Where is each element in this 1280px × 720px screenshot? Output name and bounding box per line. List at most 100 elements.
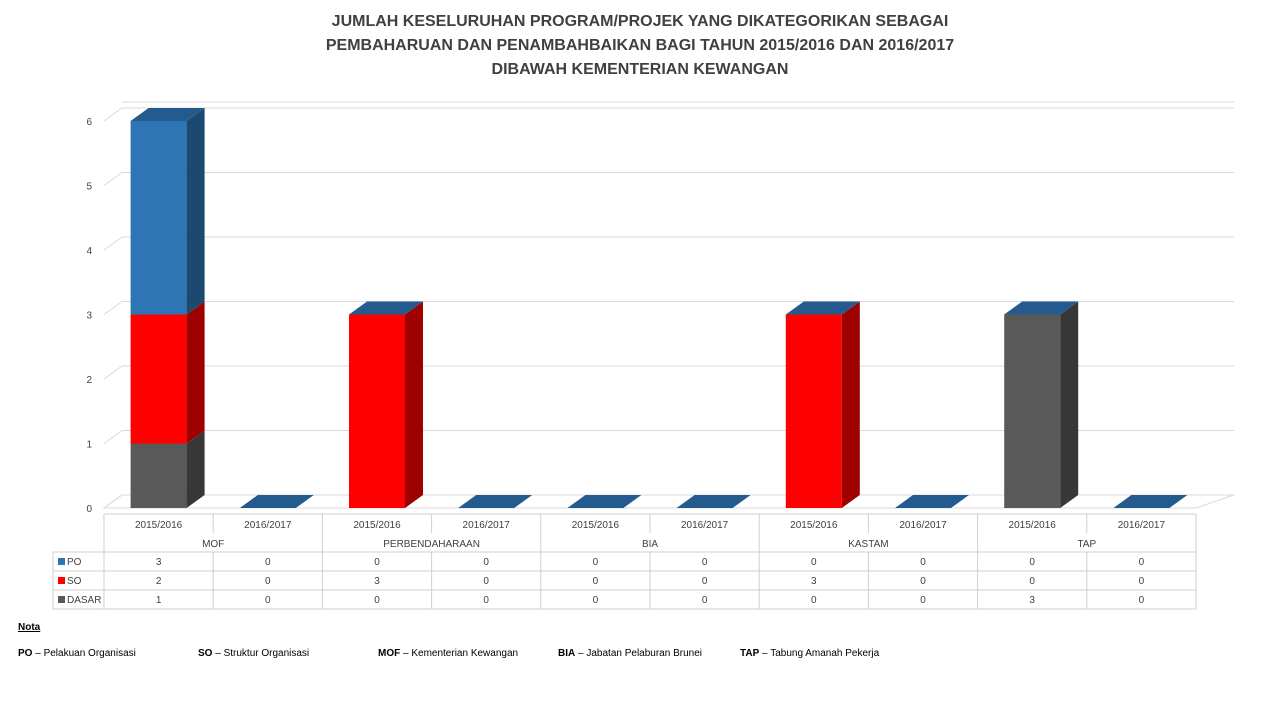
legend-label-so: SO bbox=[67, 576, 82, 587]
table-cell-value: 0 bbox=[1139, 595, 1145, 606]
bar-so-side bbox=[841, 301, 860, 508]
table-cell-value: 3 bbox=[811, 576, 817, 587]
gridline-depth bbox=[103, 365, 123, 380]
table-cell-value: 0 bbox=[265, 576, 271, 587]
gridline-depth bbox=[103, 430, 123, 444]
table-cell-value: 0 bbox=[593, 557, 599, 568]
bar-dasar-side bbox=[1060, 301, 1079, 508]
x-category-label: 2016/2017 bbox=[1118, 520, 1166, 531]
bar-top bbox=[676, 495, 751, 508]
bar-top bbox=[895, 495, 969, 508]
y-tick-label: 3 bbox=[86, 311, 92, 322]
table-cell-value: 0 bbox=[920, 595, 926, 606]
bar-dasar-side bbox=[186, 430, 205, 508]
note-text: – Struktur Organisasi bbox=[212, 648, 310, 659]
y-tick-label: 4 bbox=[86, 246, 92, 257]
table-cell-value: 0 bbox=[483, 576, 489, 587]
table-cell-value: 0 bbox=[702, 557, 708, 568]
x-category-label: 2016/2017 bbox=[681, 520, 729, 531]
table-cell-value: 0 bbox=[920, 557, 926, 568]
table-cell-value: 0 bbox=[1029, 557, 1035, 568]
note-abbr: TAP bbox=[740, 648, 760, 659]
chart-title: JUMLAH KESELURUHAN PROGRAM/PROJEK YANG D… bbox=[0, 10, 1280, 82]
note-abbr: PO bbox=[18, 648, 33, 659]
gridline-depth bbox=[103, 172, 123, 186]
note-bia: BIA – Jabatan Pelaburan Brunei bbox=[558, 648, 702, 659]
x-group-label: KASTAM bbox=[848, 539, 888, 550]
table-cell-value: 1 bbox=[156, 595, 162, 606]
x-group-label: TAP bbox=[1077, 539, 1096, 550]
table-cell-value: 0 bbox=[265, 557, 271, 568]
table-cell-value: 0 bbox=[483, 557, 489, 568]
table-cell-value: 0 bbox=[374, 595, 380, 606]
x-category-label: 2015/2016 bbox=[1009, 520, 1057, 531]
bar-top bbox=[1004, 301, 1079, 315]
gridline-depth bbox=[103, 107, 123, 122]
note-abbr: MOF bbox=[378, 648, 401, 659]
bar-so-side bbox=[405, 301, 423, 508]
table-cell-value: 0 bbox=[811, 595, 817, 606]
chart-title-line-2: PEMBAHARUAN DAN PENAMBAHBAIKAN BAGI TAHU… bbox=[325, 37, 955, 54]
table-cell-value: 0 bbox=[593, 576, 599, 587]
table-cell-value: 0 bbox=[374, 557, 380, 568]
note-text: – Pelakuan Organisasi bbox=[32, 648, 136, 659]
x-category-label: 2016/2017 bbox=[463, 520, 511, 531]
bar-so-front bbox=[130, 314, 187, 444]
bar-top bbox=[567, 495, 642, 508]
x-group-label: MOF bbox=[202, 539, 224, 550]
bar-so-side bbox=[186, 301, 205, 444]
table-cell-value: 0 bbox=[265, 595, 271, 606]
x-category-label: 2015/2016 bbox=[135, 520, 183, 531]
x-group-label: BIA bbox=[642, 539, 658, 550]
table-cell-value: 0 bbox=[1139, 557, 1145, 568]
y-tick-label: 0 bbox=[86, 504, 92, 515]
x-category-label: 2016/2017 bbox=[899, 520, 947, 531]
bar-po-front bbox=[130, 121, 187, 315]
notes-heading: Nota bbox=[18, 622, 41, 633]
table-cell-value: 0 bbox=[1139, 576, 1145, 587]
chart-title-line-1: JUMLAH KESELURUHAN PROGRAM/PROJEK YANG D… bbox=[331, 13, 949, 30]
legend-label-dasar: DASAR bbox=[67, 595, 101, 606]
y-tick-label: 1 bbox=[86, 440, 92, 451]
bar-top bbox=[130, 108, 205, 121]
gridline-depth bbox=[103, 301, 123, 315]
table-cell-value: 0 bbox=[702, 595, 708, 606]
bar-top bbox=[1113, 495, 1188, 508]
y-tick-label: 2 bbox=[86, 375, 92, 386]
legend-label-po: PO bbox=[67, 557, 82, 568]
note-abbr: BIA bbox=[558, 648, 576, 659]
bar-top bbox=[458, 495, 533, 508]
x-category-label: 2015/2016 bbox=[353, 520, 401, 531]
table-cell-value: 2 bbox=[156, 576, 162, 587]
legend-swatch-so bbox=[58, 577, 65, 584]
table-cell-value: 0 bbox=[702, 576, 708, 587]
table-cell-value: 0 bbox=[920, 576, 926, 587]
note-tap: TAP – Tabung Amanah Pekerja bbox=[740, 648, 879, 659]
note-po: PO – Pelakuan Organisasi bbox=[18, 648, 136, 659]
table-cell-value: 0 bbox=[593, 595, 599, 606]
note-abbr: SO bbox=[198, 648, 213, 659]
note-so: SO – Struktur Organisasi bbox=[198, 648, 309, 659]
note-text: – Jabatan Pelaburan Brunei bbox=[575, 648, 702, 659]
bar-so-front bbox=[349, 314, 405, 508]
note-text: – Kementerian Kewangan bbox=[400, 648, 519, 659]
bar-so-front bbox=[785, 314, 842, 508]
bar-top bbox=[785, 301, 860, 315]
gridline-depth bbox=[103, 236, 123, 251]
legend-swatch-dasar bbox=[58, 596, 65, 603]
bar-top bbox=[239, 495, 314, 508]
table-cell-value: 3 bbox=[374, 576, 380, 587]
table-cell-value: 0 bbox=[1029, 576, 1035, 587]
bar-dasar-front bbox=[130, 443, 187, 508]
note-text: – Tabung Amanah Pekerja bbox=[759, 648, 880, 659]
bar-dasar-front bbox=[1004, 314, 1061, 508]
x-category-label: 2016/2017 bbox=[244, 520, 292, 531]
stacked-3d-bar-chart: 0 1 2 3 4 5 6 2015/2016 2016/2017 2015/2016 2016/2… bbox=[52, 101, 1235, 610]
bar-po-side bbox=[186, 108, 205, 315]
table-cell-value: 3 bbox=[1029, 595, 1035, 606]
legend-swatch-po bbox=[58, 558, 65, 565]
chart-title-line-3: DIBAWAH KEMENTERIAN KEWANGAN bbox=[491, 61, 789, 78]
x-group-label: PERBENDAHARAAN bbox=[383, 539, 480, 550]
table-cell-value: 0 bbox=[811, 557, 817, 568]
y-tick-label: 6 bbox=[86, 117, 92, 128]
